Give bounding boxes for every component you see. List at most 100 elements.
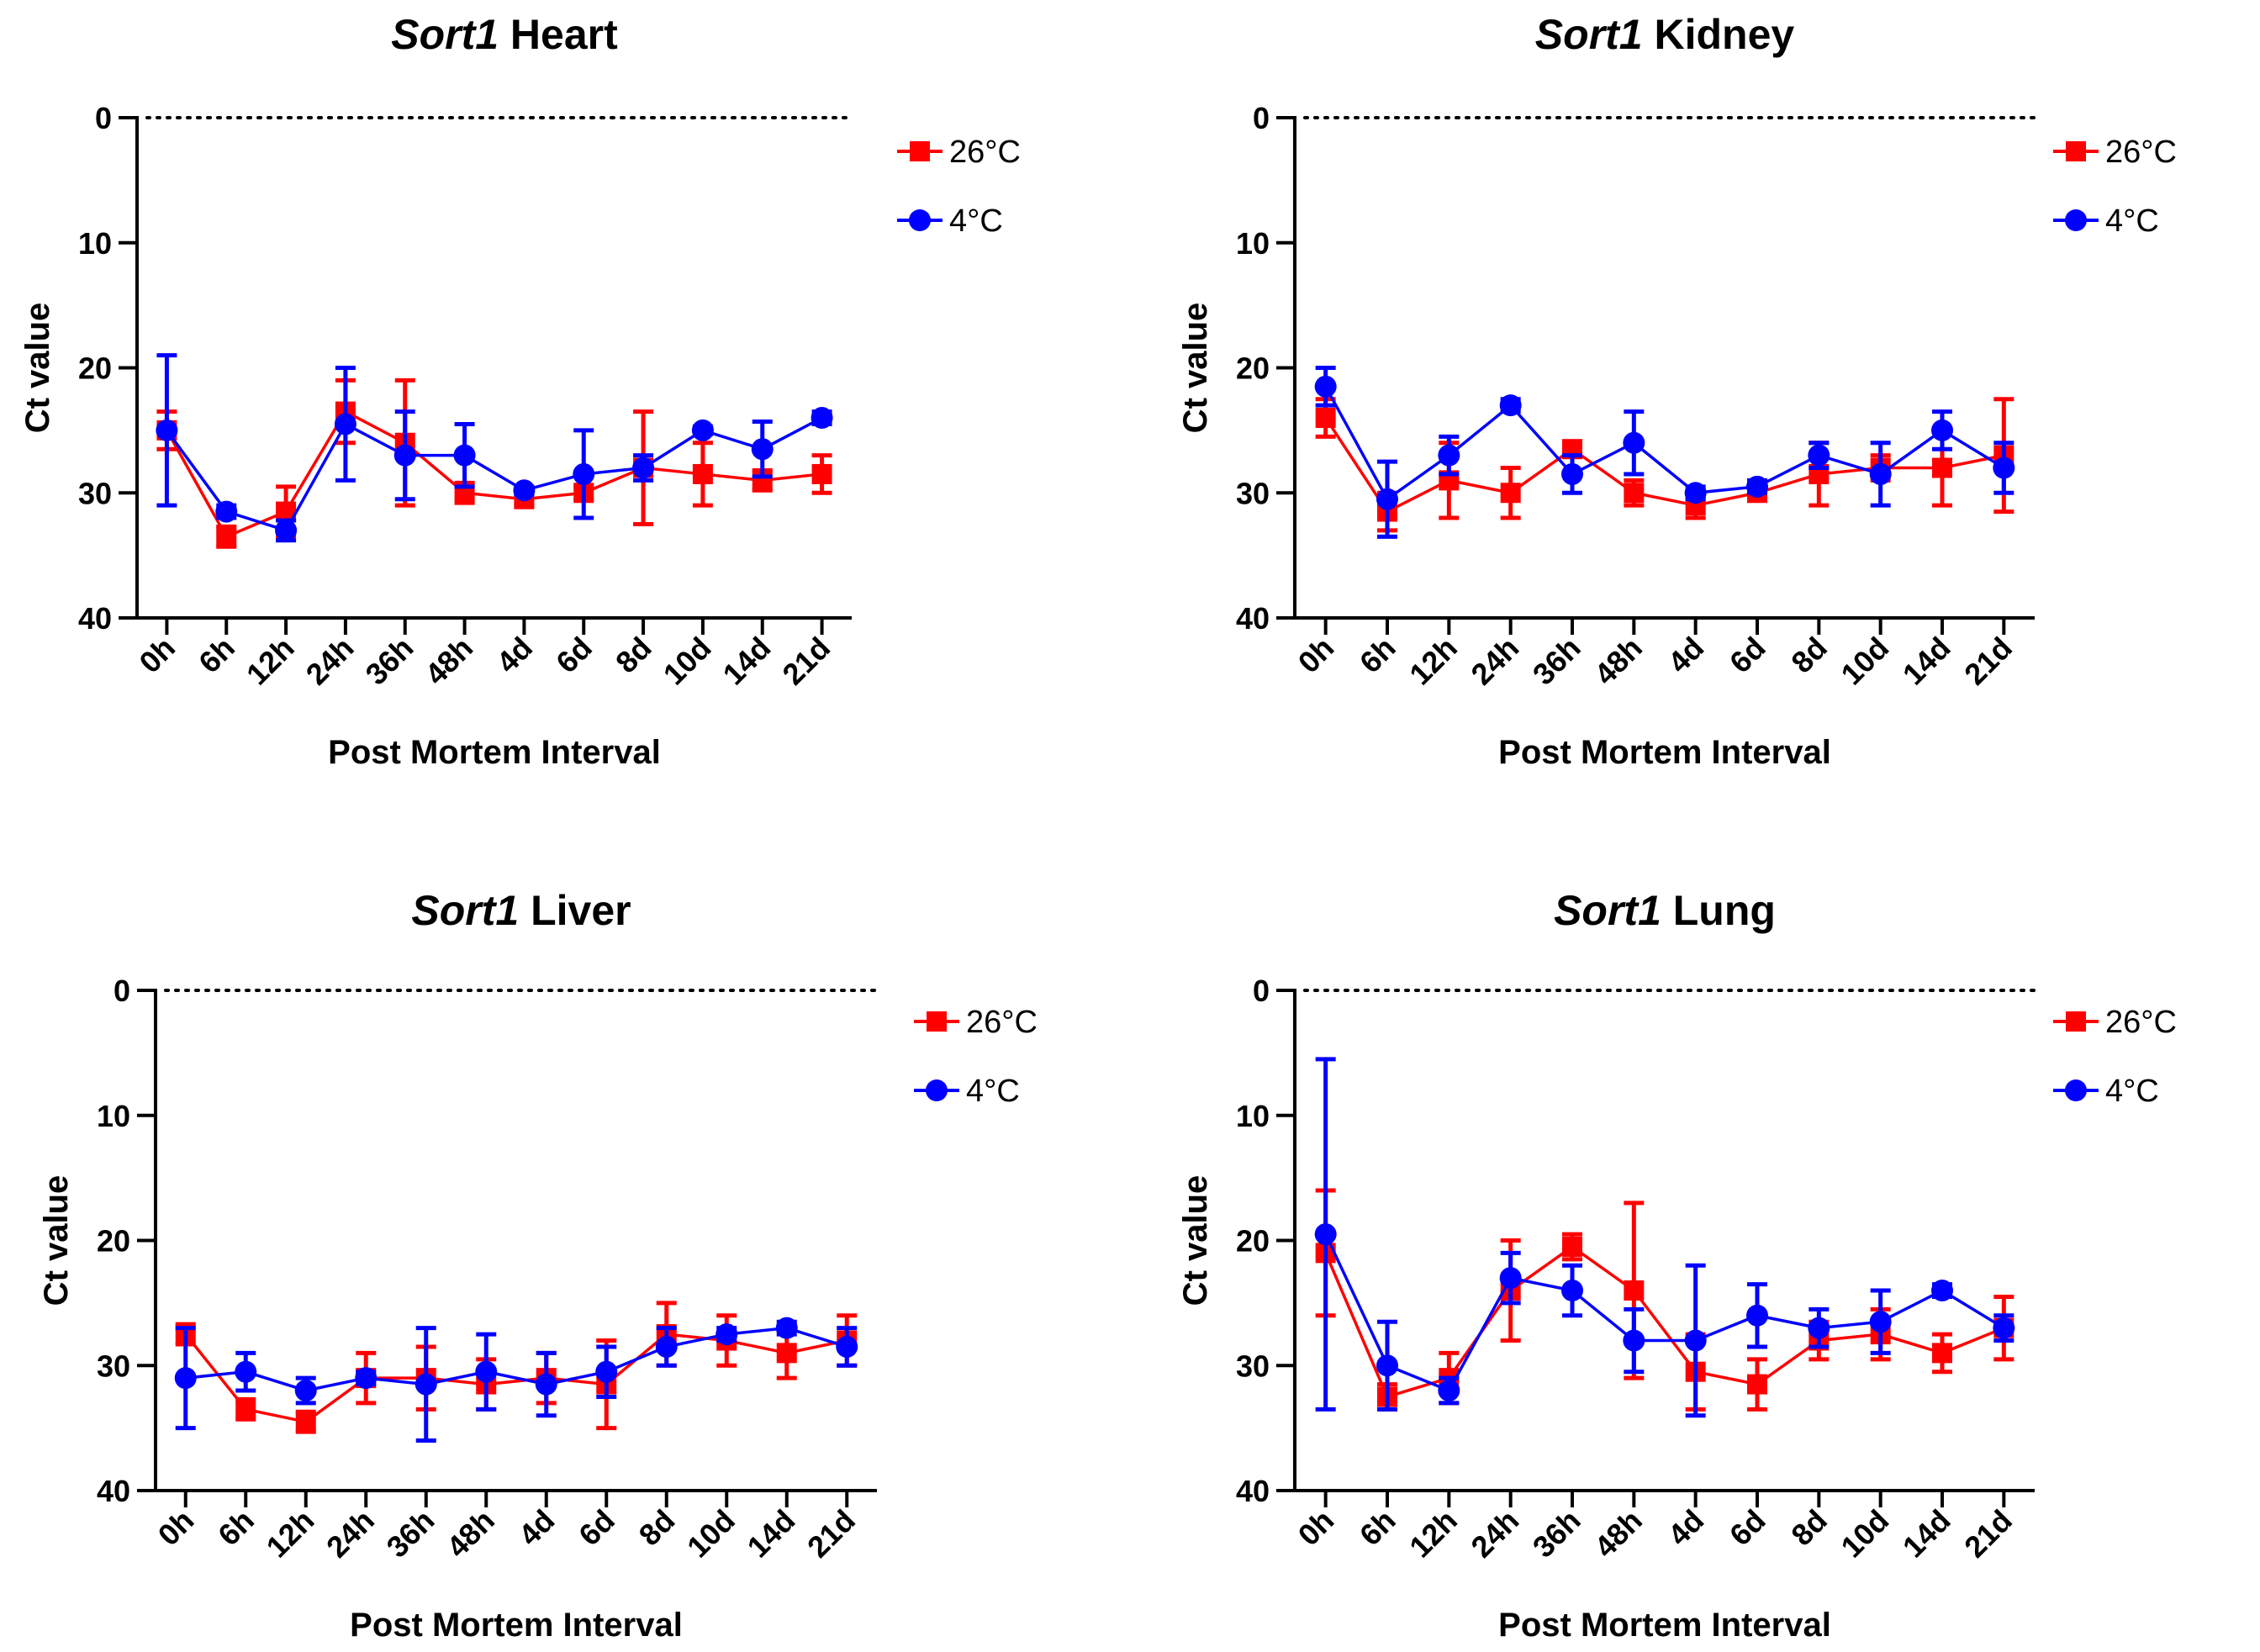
series-26C [1315,397,2014,533]
x-tick-label: 8d [609,631,658,680]
x-tick-label: 24h [299,631,361,692]
data-point [573,462,595,485]
x-axis-title: Post Mortem Interval [328,734,661,771]
series-4C [174,1317,858,1443]
x-tick-label: 4d [1661,1503,1711,1553]
x-tick-label: 8d [632,1503,682,1553]
y-axis-title: Ct value [1177,303,1214,434]
data-point [1376,1354,1398,1377]
series-26C [1315,1188,2014,1412]
data-point [1499,1267,1522,1290]
data-point [811,407,833,429]
data-point [715,1323,738,1346]
series-4C [1314,1057,2015,1418]
data-point [691,419,714,441]
x-tick-label: 4d [512,1503,562,1553]
x-tick-label: 6h [1353,1503,1402,1553]
series-26C [175,1301,858,1434]
y-tick-label: 20 [97,1224,130,1259]
data-point [535,1373,557,1396]
y-tick-label: 30 [78,476,112,510]
legend-label: 26°C [2105,1005,2177,1040]
chart-title-tissue: Lung [1661,887,1776,934]
data-point [1561,1280,1583,1301]
x-tick-label: 12h [1402,631,1464,692]
chart-title-gene: Sort1 [411,887,519,934]
y-axis-title: Ct value [1177,1175,1214,1306]
x-tick-label: 12h [260,1503,321,1565]
chart-title: Sort1 Heart [391,11,618,58]
data-point [836,1335,858,1358]
data-point [751,438,774,461]
data-point [1746,475,1768,498]
legend-marker [926,1079,948,1101]
series-4C [156,353,833,543]
data-point [1931,419,1953,441]
x-tick-label: 21d [1957,631,2019,692]
data-point [1747,1374,1767,1395]
x-tick-label: 24h [319,1503,381,1565]
legend-item-4C: 4°C [914,1074,1020,1109]
y-tick-label: 10 [1236,1099,1270,1133]
data-point [692,463,713,484]
data-point [1314,1223,1337,1246]
legend-label: 26°C [966,1005,1038,1040]
data-point [811,463,832,484]
data-point [1499,394,1522,417]
y-tick-label: 10 [97,1099,130,1133]
x-tick-label: 14d [741,1503,802,1565]
legend-marker [927,1011,947,1032]
legend-marker [2065,1079,2087,1101]
x-axis-title: Post Mortem Interval [1498,1607,1831,1644]
x-tick-label: 10d [1834,631,1895,692]
data-point [235,1360,257,1383]
chart-panel-3: Sort1 Lung 0 10 20 30 40 0h 6h 12h 24h 36h 48h 4d 6d 8… [1177,887,2177,1644]
legend-label: 26°C [949,135,1021,170]
series-4C [1314,366,2015,539]
x-tick-label: 8d [1784,1503,1834,1553]
x-tick-label: 36h [359,631,420,692]
y-tick-label: 10 [78,226,112,261]
data-point [1684,482,1707,504]
y-tick-label: 20 [78,351,112,386]
chart-title-tissue: Heart [499,11,618,58]
data-point [1869,1311,1892,1333]
data-point [275,519,298,541]
data-point [295,1412,316,1433]
data-point [1438,1380,1460,1401]
x-tick-label: 21d [775,631,837,692]
data-point [294,1380,317,1401]
x-tick-label: 12h [1402,1503,1464,1565]
chart-title: Sort1 Lung [1554,887,1776,934]
data-point [1315,408,1336,428]
x-tick-label: 4d [1661,631,1711,680]
y-tick-label: 0 [95,101,112,135]
x-tick-label: 0h [1291,1503,1341,1553]
legend-label: 4°C [966,1074,1020,1109]
chart-panel-1: Sort1 Kidney 0 10 20 30 40 0h 6h 12h 24h 36h 48h 4d 6… [1177,11,2177,771]
x-tick-label: 48h [418,631,479,692]
data-point [1623,431,1645,454]
data-point [1623,1329,1645,1352]
x-tick-label: 14d [1896,1503,1957,1565]
y-tick-label: 40 [97,1474,130,1508]
data-point [1376,488,1398,510]
chart-title-gene: Sort1 [1535,11,1643,58]
x-tick-label: 6h [192,631,241,680]
data-point [453,444,476,467]
y-axis-title: Ct value [19,303,56,434]
data-point [334,413,356,435]
x-tick-label: 10d [1834,1503,1895,1565]
y-tick-label: 30 [97,1349,130,1383]
chart-title-gene: Sort1 [391,11,499,58]
x-tick-label: 6h [211,1503,261,1553]
data-point [355,1367,378,1390]
y-tick-label: 0 [1253,974,1270,1008]
data-point [1624,1280,1645,1301]
data-point [1562,1236,1582,1257]
y-tick-label: 30 [1236,476,1270,510]
y-axis-title: Ct value [38,1175,75,1306]
data-point [632,457,655,479]
data-point [1314,375,1337,398]
legend-item-26C: 26°C [2053,135,2177,170]
